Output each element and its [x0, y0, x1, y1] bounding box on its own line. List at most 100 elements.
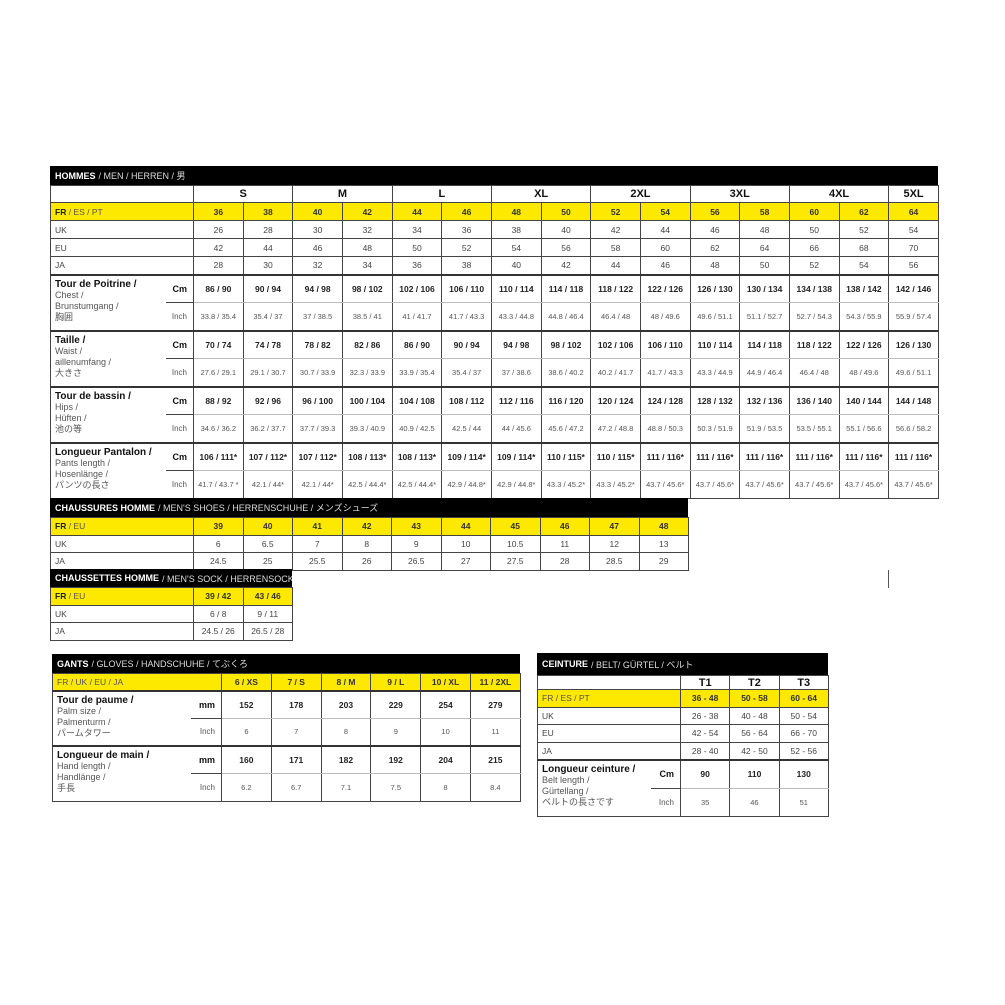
unit-label-metric: Cm	[165, 441, 194, 471]
measure-cell-inch: 33.9 / 35.4	[391, 358, 443, 387]
measure-cell-metric: 90 / 94	[441, 329, 492, 359]
men-size-chart: HOMMES / MEN / HERREN / 男 S M L XL 2XL 3XL 4XL 5X…	[50, 166, 939, 499]
fr-size-cell: 46	[441, 202, 492, 221]
size-cell: 66	[788, 238, 840, 257]
measure-cell-inch: 37 / 38.5	[292, 302, 343, 331]
fr-size-cell: 43	[391, 517, 442, 536]
measure-cell-inch: 55.9 / 57.4	[888, 302, 939, 331]
measure-cell-metric: 128 / 132	[689, 385, 741, 415]
measure-cell-metric: 107 / 112*	[242, 441, 294, 471]
measure-label-line: ベルトの長さです	[542, 796, 615, 807]
measure-cell-inch: 38.5 / 41	[341, 302, 393, 331]
size-cell: 52 - 56	[778, 741, 829, 760]
unit-label-inch: Inch	[650, 787, 681, 817]
measure-cell-metric: 110 / 114	[689, 329, 741, 359]
measure-row-inch: Inch 34.6 / 36.2 36.2 / 37.7 37.7 / 39.3 39.…	[51, 414, 939, 443]
measure-cell-metric: 142 / 146	[888, 273, 939, 303]
size-cell: 62	[689, 238, 741, 257]
size-cell: 29	[638, 552, 689, 571]
measure-cell-inch: 42.1 / 44*	[242, 470, 294, 499]
size-cell: 6 / 8	[193, 604, 244, 623]
fr-size-cell: 38	[242, 202, 294, 221]
measure-label-line: Tour de Poitrine /	[55, 278, 137, 290]
measure-cell-inch: 43.7 / 45.6*	[838, 470, 890, 499]
measure-cell-inch: 35.4 / 37	[441, 358, 492, 387]
size-cell: 38	[490, 220, 542, 239]
measure-cell-metric: 92 / 96	[242, 385, 294, 415]
size-cell: 34	[341, 256, 393, 275]
size-cell: 54	[490, 238, 542, 257]
fr-size-cell: 43 / 46	[242, 587, 293, 606]
measure-row-inch: Inch 27.6 / 29.1 29.1 / 30.7 30.7 / 33.9 32.…	[51, 358, 939, 387]
size-cell: 54	[838, 256, 890, 275]
fr-size-cell: 50	[540, 202, 592, 221]
measure-cell-inch: 55.1 / 56.6	[838, 414, 890, 443]
unit-label-inch: Inch	[165, 358, 194, 387]
row-label: UK	[50, 220, 194, 239]
measure-cell-metric: 126 / 130	[888, 329, 939, 359]
size-cell: 26	[341, 552, 392, 571]
measure-cell-metric: 215	[469, 745, 521, 775]
measure-cell-inch: 42.1 / 44*	[292, 470, 343, 499]
measure-cell-inch: 43.3 / 45.2*	[590, 470, 641, 499]
fr-size-cell: 44	[440, 517, 491, 536]
measure-cell-inch: 42.9 / 44.8*	[490, 470, 542, 499]
measure-cell-inch: 42.9 / 44.8*	[441, 470, 492, 499]
row-label: EU	[537, 724, 681, 743]
measure-row-inch: Inch 35 46 51	[538, 787, 829, 817]
unit-label-inch: Inch	[165, 414, 194, 443]
measure-cell-metric: 254	[420, 689, 471, 719]
size-group-row: S M L XL 2XL 3XL 4XL 5XL	[50, 185, 939, 203]
measure-cell-metric: 102 / 106	[590, 329, 641, 359]
size-cell: 26.5 / 28	[242, 622, 293, 641]
measure-cell-inch: 51.9 / 53.5	[739, 414, 790, 443]
fr-size-cell: 36	[193, 202, 244, 221]
size-cell: 11	[539, 534, 590, 553]
size-group-5xl: 5XL	[888, 185, 939, 203]
measure-cell-inch: 8	[320, 717, 372, 747]
measure-cell-inch: 6.2	[221, 773, 272, 803]
measure-row-inch: Inch 41.7 / 43.7 * 42.1 / 44* 42.1 / 44* 42.…	[51, 470, 939, 499]
size-cell: 9	[391, 534, 442, 553]
measure-label-line: Waist /	[55, 345, 83, 356]
chart-title: CHAUSSURES HOMME / MEN'S SHOES / HERRENSC…	[50, 498, 688, 517]
measure-label-line: Longueur ceinture /	[542, 763, 636, 775]
measure-cell-inch: 33.8 / 35.4	[193, 302, 244, 331]
size-cell: 52	[441, 238, 492, 257]
measure-cell-metric: 132 / 136	[739, 385, 790, 415]
unit-label-metric: mm	[190, 745, 222, 775]
measure-cell-metric: 100 / 104	[341, 385, 393, 415]
measure-cell-metric: 108 / 112	[441, 385, 492, 415]
measure-cell-inch: 43.7 / 45.6*	[788, 470, 840, 499]
measure-cell-inch: 43.7 / 45.6*	[739, 470, 790, 499]
measure-label-line: Tour de paume /	[57, 694, 134, 706]
size-cell: 6	[193, 534, 244, 553]
measure-cell-metric: 130 / 134	[739, 273, 790, 303]
measure-label-line: Palm size /	[57, 705, 102, 716]
fr-size-cell: 45	[490, 517, 541, 536]
measure-cell-metric: 90	[679, 758, 731, 789]
fr-size-cell: 42	[341, 517, 392, 536]
measure-cell-inch: 43.7 / 45.6*	[888, 470, 939, 499]
chart-title: GANTS / GLOVES / HANDSCHUHE / てぶくろ	[52, 654, 520, 673]
size-cell: 10	[440, 534, 491, 553]
men-socks-size-chart: CHAUSSETTES HOMME / MEN'S SOCK / HERRENSO…	[50, 569, 293, 641]
size-cell: 28	[539, 552, 590, 571]
fr-size-cell: 11 / 2XL	[469, 673, 521, 691]
measure-label-line: Gürtellang /	[542, 785, 589, 796]
size-cell: 30	[292, 220, 343, 239]
fr-size-label-rest: / EU	[66, 591, 86, 602]
size-cell: 42 - 54	[679, 724, 731, 743]
size-cell: 56	[888, 256, 939, 275]
empty-cell	[537, 675, 681, 690]
fr-size-cell: 60	[788, 202, 840, 221]
measure-cell-inch: 40.2 / 41.7	[590, 358, 641, 387]
size-row-uk: UK 26 28 30 32 34 36 38 40 42 44 46 48 50 52 54	[50, 220, 939, 239]
measure-cell-metric: 94 / 98	[490, 329, 542, 359]
measure-cell-metric: 106 / 110	[639, 329, 691, 359]
measure-cell-metric: 109 / 114*	[441, 441, 492, 471]
chart-title-translations: / BELT/ GÜRTEL / ベルト	[591, 659, 694, 670]
size-cell: 10.5	[490, 534, 541, 553]
measure-cell-metric: 130	[778, 758, 829, 789]
